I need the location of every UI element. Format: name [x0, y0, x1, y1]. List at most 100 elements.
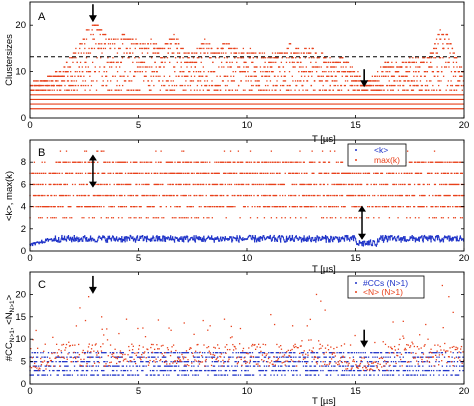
- cc-count-point: [102, 369, 104, 372]
- cc-count-point: [121, 374, 123, 376]
- cluster-size-point: [100, 29, 102, 31]
- cluster-size-point: [39, 89, 42, 91]
- cluster-size-point: [179, 71, 181, 73]
- cluster-size-point: [115, 66, 117, 68]
- cc-count-point: [229, 369, 231, 372]
- max-k-point: [351, 183, 353, 186]
- max-k-point: [299, 183, 301, 186]
- cluster-size-point: [155, 66, 157, 68]
- cc-count-point: [76, 369, 78, 372]
- cluster-size-point: [82, 71, 84, 73]
- max-k-point: [258, 183, 260, 186]
- cluster-size-point: [57, 80, 59, 82]
- cc-count-point: [85, 369, 88, 372]
- cluster-size-point: [454, 71, 456, 73]
- cluster-size-point: [119, 75, 121, 77]
- cluster-size-point: [247, 66, 250, 68]
- max-k-point: [54, 206, 56, 208]
- max-k-point: [117, 172, 119, 174]
- cc-count-point: [107, 374, 109, 376]
- cluster-size-point: [198, 47, 200, 50]
- mean-k-point: [376, 243, 378, 245]
- cluster-size-point: [41, 80, 43, 82]
- max-k-point: [231, 194, 233, 197]
- max-k-point: [408, 172, 411, 174]
- cluster-size-point: [356, 84, 358, 87]
- cc-count-point: [408, 374, 410, 376]
- cluster-size-point: [140, 61, 142, 64]
- mean-k-point: [427, 237, 430, 240]
- max-k-point: [148, 161, 150, 163]
- max-k-point: [197, 217, 200, 219]
- max-k-point: [58, 194, 61, 197]
- max-k-point: [142, 194, 144, 197]
- cluster-size-point: [406, 89, 408, 91]
- cluster-size-point: [146, 52, 149, 54]
- max-k-point: [190, 217, 193, 219]
- cluster-size-point: [105, 33, 107, 36]
- max-k-point: [457, 206, 459, 208]
- max-k-point: [136, 172, 138, 174]
- cluster-size-point: [305, 66, 307, 68]
- cluster-size-point: [223, 57, 226, 59]
- max-k-point: [100, 206, 102, 208]
- cc-count-point: [325, 374, 327, 376]
- max-k-point: [176, 183, 178, 186]
- max-k-point: [237, 183, 240, 186]
- cluster-size-point: [139, 89, 141, 91]
- max-k-point: [386, 172, 388, 174]
- cluster-size-point: [426, 84, 428, 87]
- cluster-size-point: [257, 84, 259, 87]
- cc-count-point: [224, 374, 226, 376]
- cluster-size-point: [459, 75, 461, 77]
- max-k-point: [358, 172, 360, 174]
- cluster-size-point: [152, 52, 154, 54]
- max-k-point: [204, 206, 207, 208]
- max-k-point: [259, 172, 261, 174]
- max-k-point: [87, 161, 89, 163]
- cluster-size-point: [97, 29, 100, 31]
- cluster-size-point: [328, 89, 330, 91]
- max-k-point: [279, 172, 281, 174]
- cc-count-point: [411, 374, 413, 376]
- max-k-point: [266, 183, 268, 186]
- max-k-point: [121, 183, 123, 186]
- max-k-point: [57, 206, 59, 208]
- max-k-point: [387, 172, 390, 174]
- mean-k-trace: [82, 236, 84, 242]
- cluster-size-point: [332, 66, 335, 68]
- cluster-size-point: [55, 75, 57, 77]
- cluster-size-point: [147, 66, 149, 68]
- cluster-size-point: [144, 43, 146, 45]
- max-k-point: [453, 161, 456, 163]
- cluster-size-point: [44, 80, 46, 82]
- max-k-point: [203, 183, 205, 186]
- mean-k-trace: [338, 237, 341, 242]
- max-k-point: [344, 206, 346, 208]
- max-k-point: [81, 161, 83, 163]
- max-k-point: [108, 161, 110, 163]
- cluster-size-point: [200, 43, 203, 45]
- max-k-point: [428, 172, 430, 174]
- max-k-point: [134, 206, 136, 208]
- max-k-point: [389, 194, 391, 197]
- max-k-point: [236, 194, 239, 197]
- max-k-point: [191, 172, 194, 174]
- max-k-point: [206, 206, 208, 208]
- mean-k-point: [300, 241, 303, 243]
- cluster-size-point: [46, 84, 49, 87]
- mean-k-point: [408, 239, 411, 241]
- cluster-size-point: [384, 61, 387, 64]
- cluster-size-point: [268, 75, 271, 77]
- max-k-point: [449, 206, 451, 208]
- cluster-size-point: [251, 61, 253, 64]
- max-k-point: [213, 206, 215, 208]
- cluster-size-point: [308, 52, 310, 54]
- max-k-point: [116, 183, 118, 186]
- cluster-size-point: [53, 84, 55, 87]
- max-k-point: [118, 172, 121, 174]
- max-k-point: [329, 194, 332, 197]
- max-k-point: [406, 194, 408, 197]
- cluster-size-point: [70, 89, 73, 91]
- cluster-size-point: [281, 52, 283, 54]
